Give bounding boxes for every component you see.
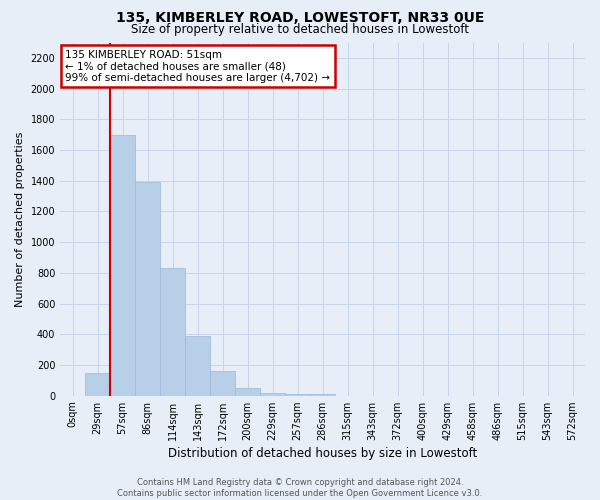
Bar (285, 394, 310, 396)
Bar (210, 371, 235, 396)
Bar (260, 392, 285, 396)
Bar (310, 394, 335, 396)
Y-axis label: Number of detached properties: Number of detached properties (15, 132, 25, 307)
Bar (85, 372, 110, 396)
Bar (135, 182, 160, 396)
Bar (110, 134, 135, 396)
Bar (185, 336, 210, 396)
Bar (160, 268, 185, 396)
Text: Size of property relative to detached houses in Lowestoft: Size of property relative to detached ho… (131, 22, 469, 36)
Text: Contains HM Land Registry data © Crown copyright and database right 2024.
Contai: Contains HM Land Registry data © Crown c… (118, 478, 482, 498)
Text: 135, KIMBERLEY ROAD, LOWESTOFT, NR33 0UE: 135, KIMBERLEY ROAD, LOWESTOFT, NR33 0UE (116, 11, 484, 25)
Text: 135 KIMBERLEY ROAD: 51sqm
← 1% of detached houses are smaller (48)
99% of semi-d: 135 KIMBERLEY ROAD: 51sqm ← 1% of detach… (65, 50, 331, 83)
X-axis label: Distribution of detached houses by size in Lowestoft: Distribution of detached houses by size … (168, 447, 477, 460)
Bar (235, 388, 260, 396)
